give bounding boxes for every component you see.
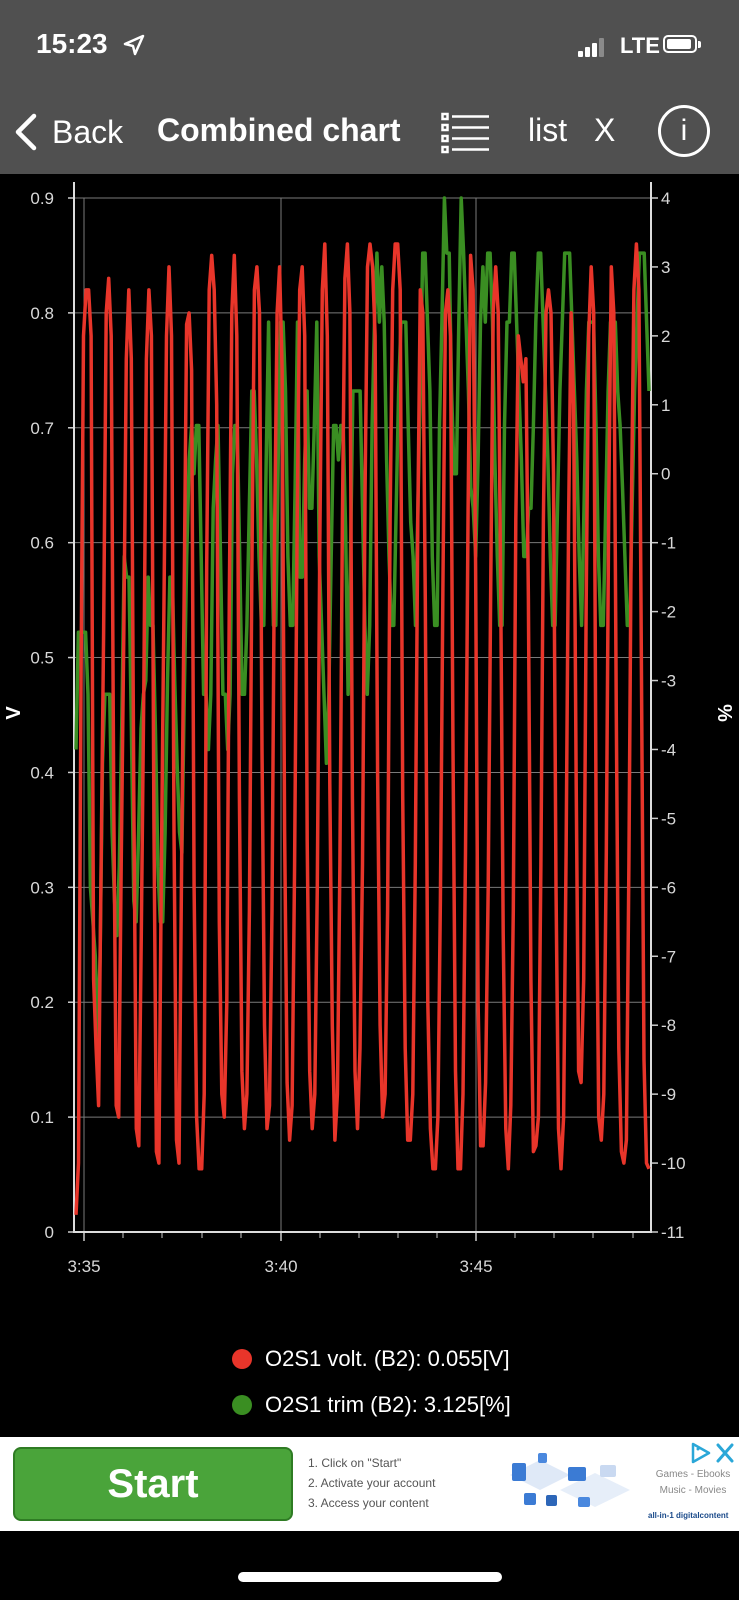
nav-bar: Back Combined chart list X i (0, 92, 739, 174)
battery-icon (663, 35, 701, 53)
y-tick-label-right: -8 (661, 1016, 676, 1035)
y-tick-label-right: -9 (661, 1085, 676, 1104)
ad-step: 2. Activate your account (308, 1476, 436, 1490)
info-icon: i (680, 114, 688, 147)
legend-marker-volt (232, 1349, 252, 1369)
y-tick-label-left: 0.1 (30, 1108, 54, 1127)
chart-legend: O2S1 volt. (B2): 0.055[V] O2S1 trim (B2)… (232, 1336, 511, 1428)
ad-category-line: Music - Movies (659, 1485, 727, 1496)
ad-step: 3. Access your content (308, 1496, 429, 1510)
y-tick-label-right: 3 (661, 258, 670, 277)
back-button[interactable]: Back (14, 112, 123, 152)
y-tick-label-left: 0.9 (30, 189, 54, 208)
y-tick-label-left: 0.2 (30, 993, 54, 1012)
ad-illustration (510, 1453, 630, 1507)
ad-category-text: Games - Ebooks Music - Movies (648, 1467, 738, 1499)
page-title: Combined chart (157, 112, 401, 148)
y-tick-label-left: 0.5 (30, 649, 54, 668)
chevron-left-icon (15, 113, 37, 151)
ad-choices-icon[interactable] (690, 1441, 738, 1465)
y-tick-label-left: 0.8 (30, 304, 54, 323)
legend-label-volt: O2S1 volt. (B2): 0.055[V] (265, 1346, 510, 1371)
x-tick-label: 3:45 (459, 1257, 492, 1276)
y-tick-label-right: -2 (661, 603, 676, 622)
home-indicator (238, 1572, 502, 1582)
x-tick-label: 3:35 (67, 1257, 100, 1276)
ad-step: 1. Click on "Start" (308, 1456, 402, 1470)
location-arrow-icon (123, 34, 145, 56)
info-button[interactable]: i (658, 105, 710, 157)
y-tick-label-right: -7 (661, 947, 676, 966)
x-tick-label: 3:40 (264, 1257, 297, 1276)
y-tick-label-left: 0.7 (30, 419, 54, 438)
clock: 15:23 (36, 28, 108, 59)
ad-brand: all-in-1 digitalcontent (648, 1511, 729, 1520)
ad-banner[interactable]: Start 1. Click on "Start" 2. Activate yo… (0, 1437, 739, 1531)
y-tick-label-left: 0 (45, 1223, 54, 1242)
list-icon[interactable] (441, 111, 491, 155)
ad-steps: 1. Click on "Start" 2. Activate your acc… (308, 1453, 435, 1513)
ad-start-button[interactable]: Start (13, 1447, 293, 1521)
legend-item-trim[interactable]: O2S1 trim (B2): 3.125[%] (232, 1382, 511, 1428)
y-tick-label-right: -10 (661, 1154, 686, 1173)
y-tick-label-left: 0.6 (30, 534, 54, 553)
status-bar: 15:23 LTE (0, 0, 739, 92)
legend-item-volt[interactable]: O2S1 volt. (B2): 0.055[V] (232, 1336, 511, 1382)
y-tick-label-right: -4 (661, 740, 676, 759)
ad-category-line: Games - Ebooks (655, 1469, 731, 1480)
y-tick-label-right: -6 (661, 878, 676, 897)
legend-label-trim: O2S1 trim (B2): 3.125[%] (265, 1392, 511, 1417)
y-tick-label-right: 0 (661, 465, 670, 484)
y-axis-title-right: % (713, 704, 735, 722)
cellular-signal-icon (578, 37, 608, 57)
back-label: Back (52, 113, 124, 150)
y-tick-label-left: 0.3 (30, 878, 54, 897)
close-button[interactable]: X (594, 112, 616, 148)
y-tick-label-right: 1 (661, 396, 670, 415)
network-type: LTE (620, 33, 660, 58)
y-axis-title-left: V (3, 706, 25, 720)
y-tick-label-left: 0.4 (30, 763, 54, 782)
y-tick-label-right: 4 (661, 189, 670, 208)
y-tick-label-right: -11 (661, 1223, 684, 1242)
y-tick-label-right: -1 (661, 534, 676, 553)
legend-marker-trim (232, 1395, 252, 1415)
y-tick-label-right: -5 (661, 809, 676, 828)
list-button[interactable]: list (528, 112, 568, 148)
y-tick-label-right: 2 (661, 327, 670, 346)
combined-chart[interactable]: 00.10.20.30.40.50.60.70.80.9-11-10-9-8-7… (0, 174, 739, 1424)
y-tick-label-right: -3 (661, 672, 676, 691)
series-line-volt (74, 242, 651, 1215)
